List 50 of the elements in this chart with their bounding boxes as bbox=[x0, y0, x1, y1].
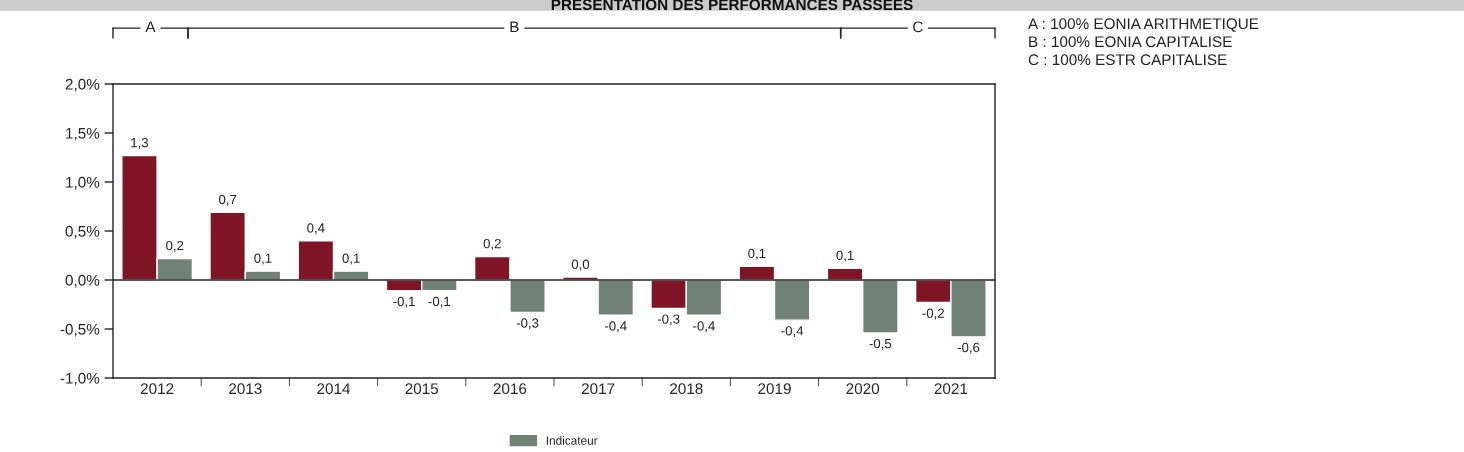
data-label: -0,5 bbox=[869, 338, 892, 350]
data-label: 0,4 bbox=[307, 223, 325, 235]
x-tick-label: 2019 bbox=[758, 383, 791, 395]
x-tick-label: 2015 bbox=[405, 383, 439, 395]
y-tick-label: -0,5% bbox=[60, 323, 100, 337]
text: B : 100% EONIA CAPITALISE bbox=[1029, 36, 1232, 48]
data-label: 0,2 bbox=[483, 238, 501, 250]
y-tick-label: 0,0% bbox=[65, 274, 100, 288]
x-tick-label: 2017 bbox=[581, 383, 615, 395]
data-label: 0,2 bbox=[166, 240, 184, 252]
x-tick-label: 2021 bbox=[934, 383, 968, 395]
x-tick-label: 2014 bbox=[317, 383, 351, 395]
text: C bbox=[913, 21, 923, 33]
chart-title: PRESENTATION DES PERFORMANCES PASSEES bbox=[551, 0, 913, 11]
x-tick-label: 2020 bbox=[846, 383, 880, 395]
data-label: -0,4 bbox=[604, 321, 627, 333]
data-label: -0,4 bbox=[781, 326, 804, 338]
text: A bbox=[145, 21, 156, 33]
bar bbox=[473, 255, 511, 281]
y-tick-label: 1,5% bbox=[66, 127, 100, 141]
data-label: 0,1 bbox=[836, 250, 854, 262]
y-tick-label: 0,5% bbox=[65, 225, 100, 239]
data-label: 0,1 bbox=[748, 248, 766, 260]
legend-label: Indicateur bbox=[546, 436, 598, 445]
x-tick-label: 2016 bbox=[493, 383, 527, 395]
bar bbox=[862, 279, 899, 334]
data-label: -0,1 bbox=[393, 296, 415, 308]
bar bbox=[509, 279, 546, 314]
y-tick-label: -1,0% bbox=[60, 372, 100, 386]
data-label: -0,6 bbox=[957, 342, 980, 354]
data-label: 1,3 bbox=[131, 137, 149, 149]
y-tick-label: 1,0% bbox=[66, 176, 100, 190]
bar bbox=[773, 279, 811, 321]
x-tick-label: 2018 bbox=[670, 383, 703, 395]
data-label: 0,1 bbox=[342, 253, 360, 265]
x-tick-label: 2012 bbox=[140, 383, 174, 395]
x-tick-label: 2013 bbox=[229, 383, 262, 395]
data-label: 0,0 bbox=[571, 259, 590, 271]
y-tick-label: 2,0% bbox=[65, 78, 100, 92]
data-label: 0,7 bbox=[219, 194, 237, 206]
text: A : 100% EONIA ARITHMETIQUE bbox=[1028, 18, 1259, 32]
data-label: -0,3 bbox=[516, 318, 539, 330]
data-label: -0,3 bbox=[657, 314, 680, 326]
text: B bbox=[510, 21, 519, 33]
text: C : 100% ESTR CAPITALISE bbox=[1028, 54, 1227, 66]
data-label: -0,4 bbox=[693, 321, 715, 333]
data-label: 0,1 bbox=[254, 253, 272, 265]
bar bbox=[597, 279, 635, 316]
data-label: -0,2 bbox=[922, 308, 944, 320]
data-label: -0,1 bbox=[428, 296, 451, 308]
